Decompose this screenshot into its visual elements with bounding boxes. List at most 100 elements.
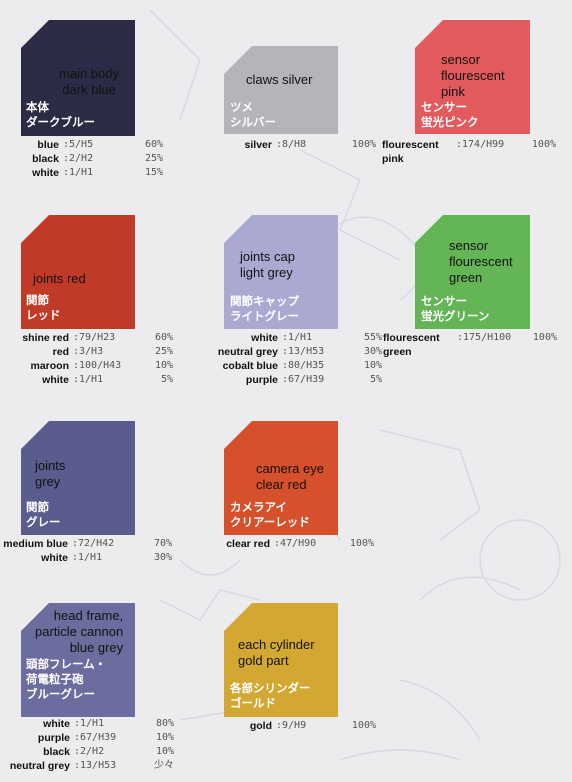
swatch-label-jp: ツメ シルバー [230, 102, 276, 129]
mix-list-cylinder: gold:9/H9 100% [224, 719, 376, 733]
paint-name: flourescent pink [382, 139, 439, 165]
swatch-label-jp: 関節 グレー [26, 502, 61, 529]
swatch-label-jp: 本体 ダークブルー [26, 102, 95, 129]
paint-ratio: 60% [144, 139, 163, 150]
paint-ratio: 10% [363, 360, 382, 371]
paint-code: :175/H100 [457, 332, 512, 343]
mix-list-joints-grey: medium blue :72/H42 70% white:1/H1 30% [0, 537, 172, 565]
mix-row: white:1/H1 30% [0, 551, 172, 565]
paint-ratio: 70% [153, 538, 172, 549]
mix-list-joints-cap: white:1/H1 55% neutral grey:13/H53 30% cobal… [212, 331, 382, 387]
paint-code: :80/H35 [282, 360, 325, 371]
swatch-label-jp: 各部シリンダー ゴールド [230, 683, 311, 710]
paint-name: black [32, 153, 59, 165]
paint-code: :13/H53 [74, 760, 117, 771]
paint-name: silver [244, 139, 272, 151]
paint-ratio: 55% [363, 332, 382, 343]
paint-code: :13/H53 [282, 346, 325, 357]
paint-name: white [32, 167, 59, 179]
paint-code: :72/H42 [72, 538, 115, 549]
paint-ratio: 25% [144, 153, 163, 164]
paint-ratio: 10% [155, 746, 174, 757]
paint-ratio: 10% [155, 732, 174, 743]
swatch-main-body: main body dark blue 本体 ダークブルー [21, 20, 135, 136]
paint-ratio: 100% [532, 332, 557, 343]
paint-ratio: 100% [531, 139, 556, 150]
swatch-claws: claws silver ツメ シルバー [224, 46, 338, 134]
paint-code: :67/H39 [282, 374, 325, 385]
paint-name: medium blue [3, 538, 68, 550]
paint-code: :2/H2 [74, 746, 105, 757]
mix-list-camera-eye: clear red:47/H90 100% [222, 537, 374, 551]
paint-ratio: 15% [144, 167, 163, 178]
paint-name: white [41, 552, 68, 564]
mix-row: white :1/H1 15% [21, 166, 163, 180]
mix-list-claws: silver :8/H8 100% [224, 138, 376, 152]
mix-row: red:3/H3 25% [11, 345, 173, 359]
paint-code: :5/H5 [63, 139, 94, 150]
paint-code: :3/H3 [73, 346, 104, 357]
paint-ratio: 30% [153, 552, 172, 563]
paint-code: :67/H39 [74, 732, 117, 743]
paint-name: cobalt blue [222, 360, 278, 372]
paint-code: :2/H2 [63, 153, 94, 164]
swatch-label-jp: 頭部フレーム・ 荷電粒子砲 ブルーグレー [26, 659, 107, 701]
swatch-label-en: camera eye clear red [256, 461, 324, 492]
mix-row: neutral grey:13/H53 30% [212, 345, 382, 359]
paint-name: flourescent green [383, 332, 440, 358]
mix-row: black :2/H2 25% [21, 152, 163, 166]
swatch-label-en: sensor flourescent green [449, 238, 513, 285]
mix-row: medium blue :72/H42 70% [0, 537, 172, 551]
swatch-joints-grey: joints grey 関節 グレー [21, 421, 135, 535]
paint-ratio: 100% [351, 139, 376, 150]
paint-name: white [43, 718, 70, 730]
paint-name: white [251, 332, 278, 344]
swatch-sensor-green: sensor flourescent green センサー 蛍光グリーン [415, 215, 530, 329]
mix-list-joints-red: shine red:79/H23 60% red:3/H3 25% maroon:100… [11, 331, 173, 387]
swatch-label-en: main body dark blue [59, 66, 119, 97]
mix-list-sensor-pink: flourescent pink:174/H99 100% [382, 138, 556, 166]
swatch-label-jp: 関節 レッド [26, 295, 61, 322]
mix-row: blue :5/H5 60% [21, 138, 163, 152]
paint-ratio: 25% [154, 346, 173, 357]
mix-row: neutral grey:13/H53 少々 [0, 759, 174, 773]
mix-row: flourescent pink:174/H99 100% [382, 138, 556, 166]
paint-name: neutral grey [9, 760, 70, 772]
mix-row: white :1/H1 5% [11, 373, 173, 387]
paint-code: :8/H8 [276, 139, 307, 150]
mix-row: black:2/H2 10% [0, 745, 174, 759]
mix-row: maroon:100/H43 10% [11, 359, 173, 373]
mix-list-head-frame: white:1/H1 80% purple:67/H39 10% black:2/H2 1… [0, 717, 174, 773]
swatch-label-en: sensor flourescent pink [441, 52, 505, 99]
paint-ratio: 60% [154, 332, 173, 343]
paint-code: :79/H23 [73, 332, 116, 343]
swatch-sensor-pink: sensor flourescent pink センサー 蛍光ピンク [415, 20, 530, 134]
mix-row: purple:67/H39 5% [212, 373, 382, 387]
paint-name: blue [37, 139, 59, 151]
swatch-joints-cap: joints cap light grey 関節キャップ ライトグレー [224, 215, 338, 329]
paint-code: :1/H1 [282, 332, 313, 343]
mix-list-sensor-green: flourescent green :175/H100 100% [383, 331, 557, 359]
paint-ratio: 10% [154, 360, 173, 371]
paint-name: white [42, 374, 69, 386]
mix-row: cobalt blue :80/H35 10% [212, 359, 382, 373]
paint-name: purple [37, 732, 70, 744]
mix-row: white:1/H1 80% [0, 717, 174, 731]
paint-ratio: 5% [160, 374, 173, 385]
paint-code: :1/H1 [73, 374, 104, 385]
paint-ratio: 30% [363, 346, 382, 357]
swatch-label-en: head frame, particle cannon blue grey [35, 608, 124, 655]
paint-code: :9/H9 [276, 720, 307, 731]
paint-code: :1/H1 [63, 167, 94, 178]
swatch-label-en: claws silver [246, 72, 313, 87]
paint-name: gold [249, 720, 272, 732]
mix-row: clear red:47/H90 100% [222, 537, 374, 551]
mix-row: white :1/H1 55% [212, 331, 382, 345]
swatch-label-en: joints grey [35, 458, 66, 489]
paint-name: clear red [226, 538, 270, 550]
paint-code: :100/H43 [73, 360, 122, 371]
paint-ratio: 5% [369, 374, 382, 385]
swatch-label-en: joints red [33, 271, 86, 286]
swatch-label-en: each cylinder gold part [238, 637, 315, 668]
mix-row: silver :8/H8 100% [224, 138, 376, 152]
